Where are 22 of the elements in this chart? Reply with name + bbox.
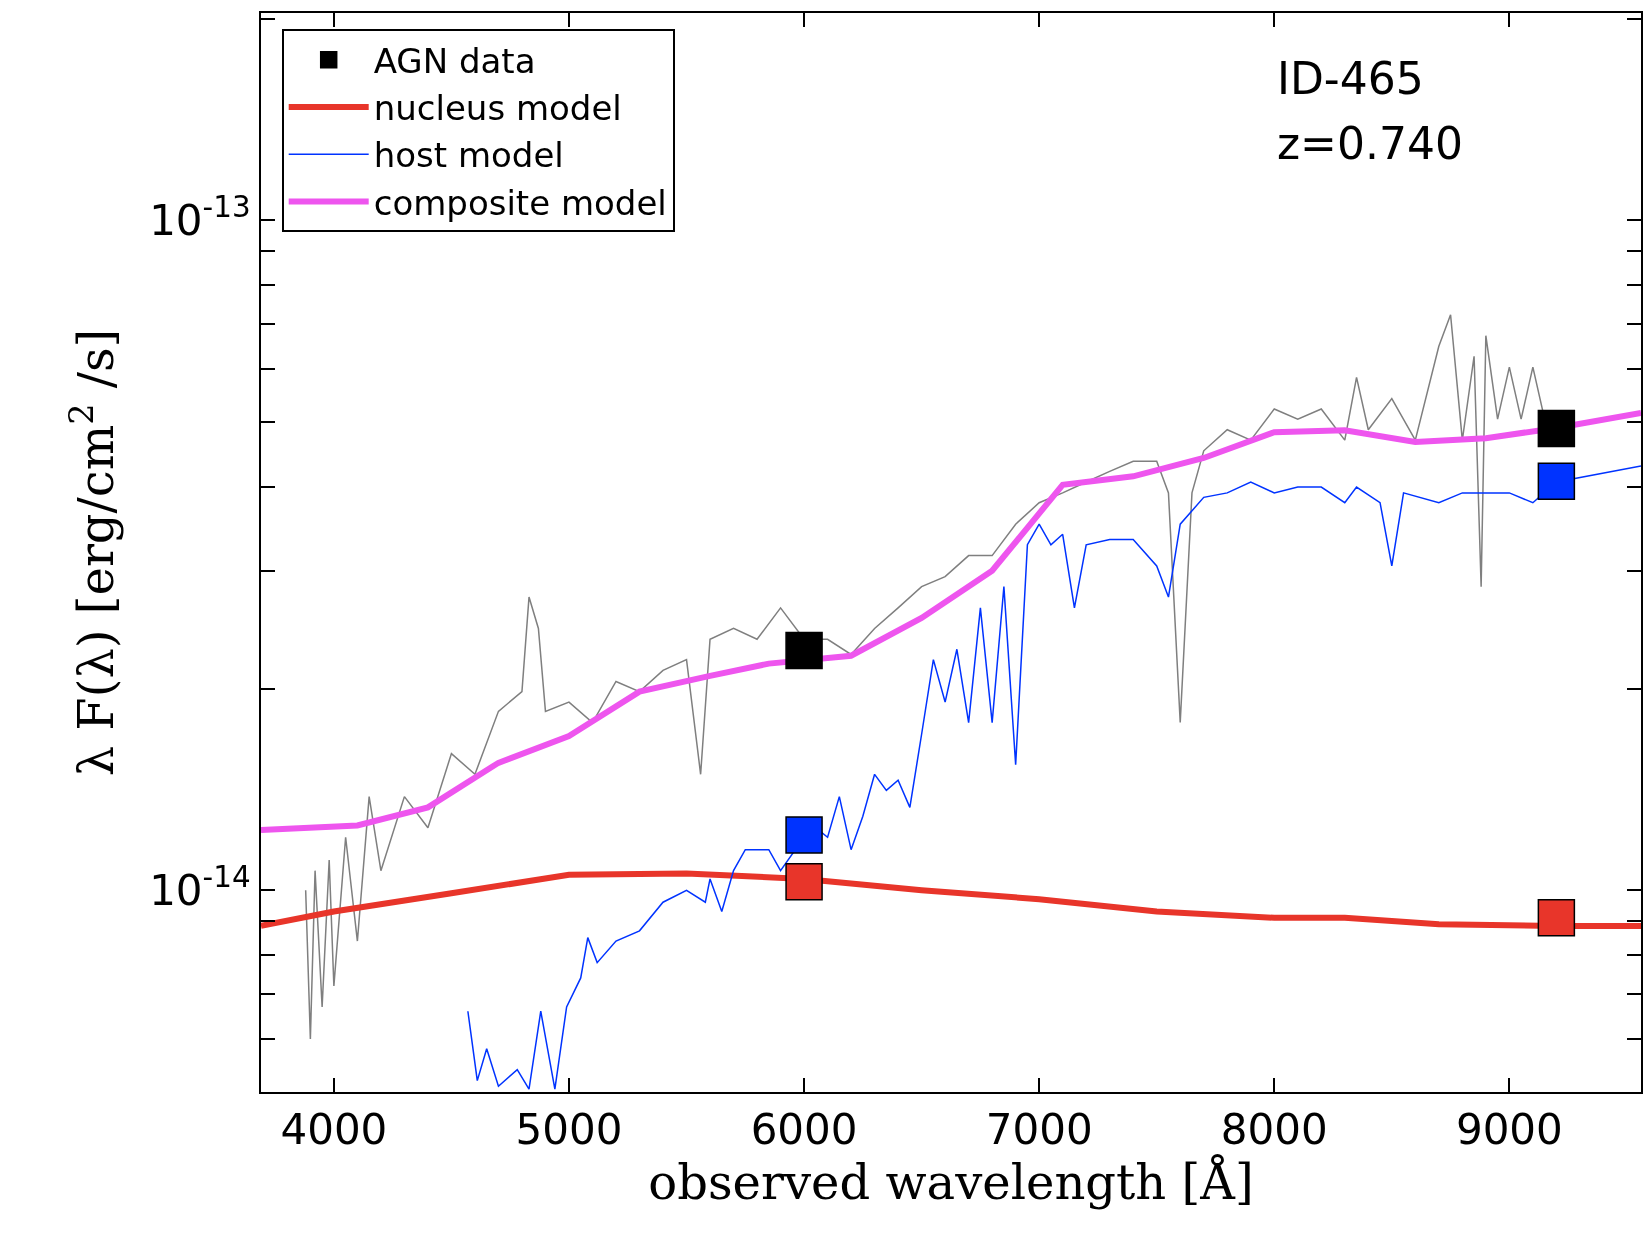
x-tick-label: 5000 xyxy=(515,1105,623,1155)
x-tick-label: 6000 xyxy=(750,1105,858,1155)
annotation: ID-465 xyxy=(1277,53,1424,104)
point xyxy=(785,862,823,901)
point xyxy=(1537,409,1576,448)
legend-label: AGN data xyxy=(373,41,536,82)
y-tick-label: 10$^{-14}$ xyxy=(149,860,251,916)
point xyxy=(785,816,823,854)
x-axis-title: observed wavelength [Å] xyxy=(648,1154,1254,1211)
x-tick-label: 9000 xyxy=(1455,1105,1563,1155)
x-tick-label: 4000 xyxy=(280,1105,388,1155)
point xyxy=(1537,899,1576,937)
legend-label: composite model xyxy=(373,182,667,223)
line-series xyxy=(467,465,1641,1090)
point xyxy=(785,631,823,670)
legend-label: nucleus model xyxy=(373,88,622,129)
legend-label: host model xyxy=(373,135,564,176)
y-tick-label: 10$^{-13}$ xyxy=(149,190,251,246)
x-tick-label: 8000 xyxy=(1220,1105,1328,1155)
point xyxy=(1537,462,1576,500)
x-tick-label: 7000 xyxy=(985,1105,1093,1155)
annotation: z=0.740 xyxy=(1277,118,1463,169)
